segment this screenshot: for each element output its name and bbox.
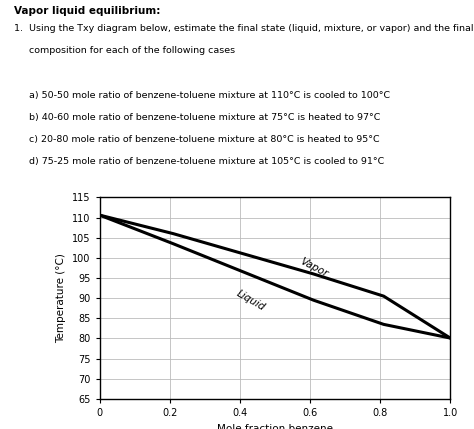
Text: Vapor: Vapor — [298, 257, 329, 279]
Text: c) 20-80 mole ratio of benzene-toluene mixture at 80°C is heated to 95°C: c) 20-80 mole ratio of benzene-toluene m… — [14, 135, 380, 144]
Text: d) 75-25 mole ratio of benzene-toluene mixture at 105°C is cooled to 91°C: d) 75-25 mole ratio of benzene-toluene m… — [14, 157, 384, 166]
Text: a) 50-50 mole ratio of benzene-toluene mixture at 110°C is cooled to 100°C: a) 50-50 mole ratio of benzene-toluene m… — [14, 91, 391, 100]
Text: Vapor liquid equilibrium:: Vapor liquid equilibrium: — [14, 6, 161, 16]
Text: 1.  Using the Txy diagram below, estimate the final state (liquid, mixture, or v: 1. Using the Txy diagram below, estimate… — [14, 24, 474, 33]
Text: Liquid: Liquid — [234, 288, 266, 312]
Text: composition for each of the following cases: composition for each of the following ca… — [14, 46, 236, 55]
Text: b) 40-60 mole ratio of benzene-toluene mixture at 75°C is heated to 97°C: b) 40-60 mole ratio of benzene-toluene m… — [14, 113, 381, 122]
Y-axis label: Temperature (°C): Temperature (°C) — [56, 253, 66, 343]
X-axis label: Mole fraction benzene
P = 1 atm: Mole fraction benzene P = 1 atm — [217, 423, 333, 429]
